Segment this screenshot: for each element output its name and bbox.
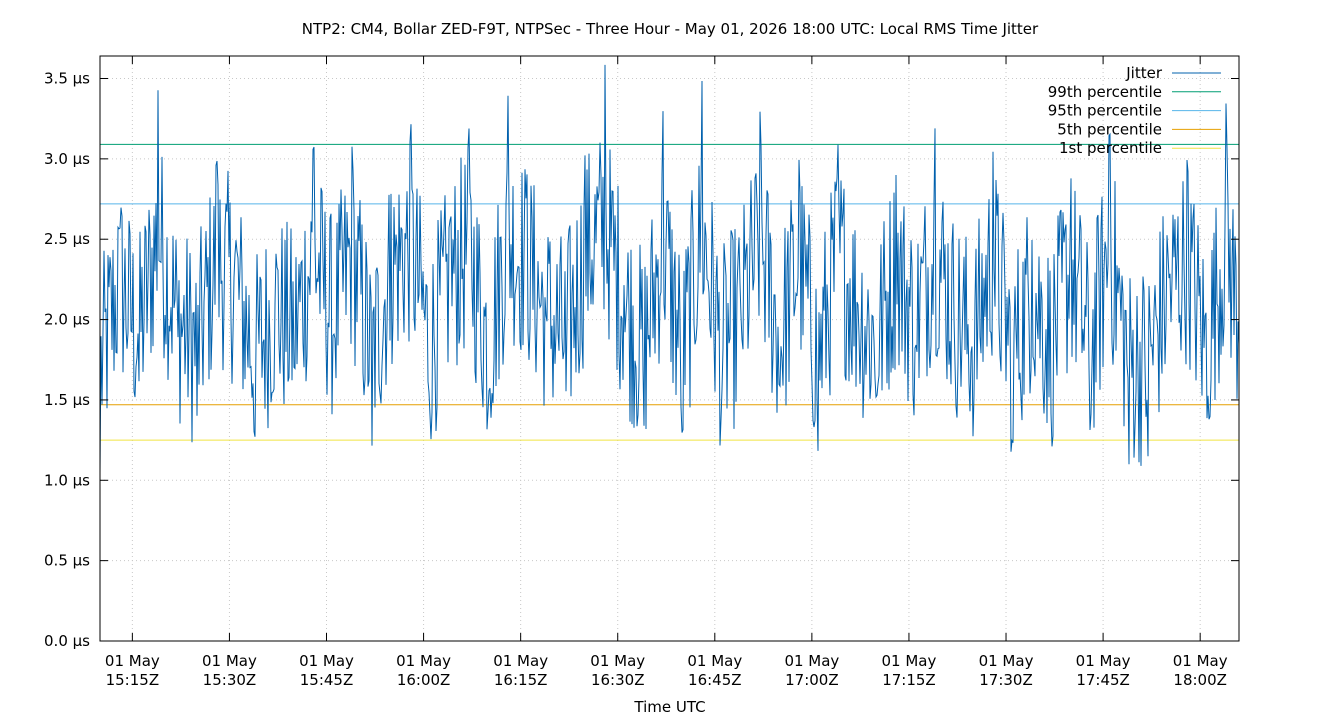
legend-label: 5th percentile: [1057, 120, 1162, 138]
chart-title: NTP2: CM4, Bollar ZED-F9T, NTPSec - Thre…: [302, 20, 1039, 38]
x-tick-time: 17:15Z: [882, 671, 936, 689]
x-axis-label: Time UTC: [633, 698, 705, 716]
x-tick-date: 01 May: [299, 652, 354, 670]
y-tick-label: 0.0 µs: [44, 632, 90, 650]
y-tick-label: 2.5 µs: [44, 230, 90, 248]
plot-border: [99, 55, 1240, 642]
x-tick-time: 17:30Z: [979, 671, 1033, 689]
x-tick-time: 16:30Z: [591, 671, 645, 689]
x-tick-date: 01 May: [979, 652, 1034, 670]
percentile-lines: [100, 143, 1239, 441]
x-tick-time: 18:00Z: [1173, 671, 1227, 689]
y-tick-label: 2.0 µs: [44, 311, 90, 329]
y-tick-label: 3.0 µs: [44, 150, 90, 168]
y-tick-label: 1.5 µs: [44, 391, 90, 409]
x-tick-time: 17:45Z: [1076, 671, 1130, 689]
x-tick-time: 17:00Z: [785, 671, 839, 689]
y-tick-label: 3.5 µs: [44, 70, 90, 88]
x-tick-date: 01 May: [882, 652, 937, 670]
legend-label: 95th percentile: [1048, 102, 1162, 120]
x-tick-date: 01 May: [1076, 652, 1131, 670]
x-tick-time: 16:45Z: [688, 671, 742, 689]
x-tick-date: 01 May: [105, 652, 160, 670]
jitter-series-line: [99, 64, 1240, 473]
x-tick-time: 16:00Z: [397, 671, 451, 689]
x-tick-date: 01 May: [590, 652, 645, 670]
x-tick-date: 01 May: [1173, 652, 1228, 670]
y-axis-ticks: 0.0 µs 0.5 µs 1.0 µs 1.5 µs 2.0 µs 2.5 µs 3.0 …: [44, 70, 1239, 650]
legend-label: Jitter: [1125, 64, 1163, 82]
y-tick-label: 0.5 µs: [44, 552, 90, 570]
y-tick-label: 1.0 µs: [44, 471, 90, 489]
x-tick-time: 16:15Z: [494, 671, 548, 689]
x-tick-date: 01 May: [493, 652, 548, 670]
x-tick-date: 01 May: [396, 652, 451, 670]
x-tick-time: 15:45Z: [300, 671, 354, 689]
x-tick-date: 01 May: [202, 652, 257, 670]
x-tick-time: 15:15Z: [106, 671, 160, 689]
x-tick-time: 15:30Z: [203, 671, 257, 689]
x-tick-date: 01 May: [784, 652, 839, 670]
legend-label: 99th percentile: [1048, 83, 1162, 101]
legend-label: 1st percentile: [1059, 139, 1162, 157]
x-tick-date: 01 May: [687, 652, 742, 670]
